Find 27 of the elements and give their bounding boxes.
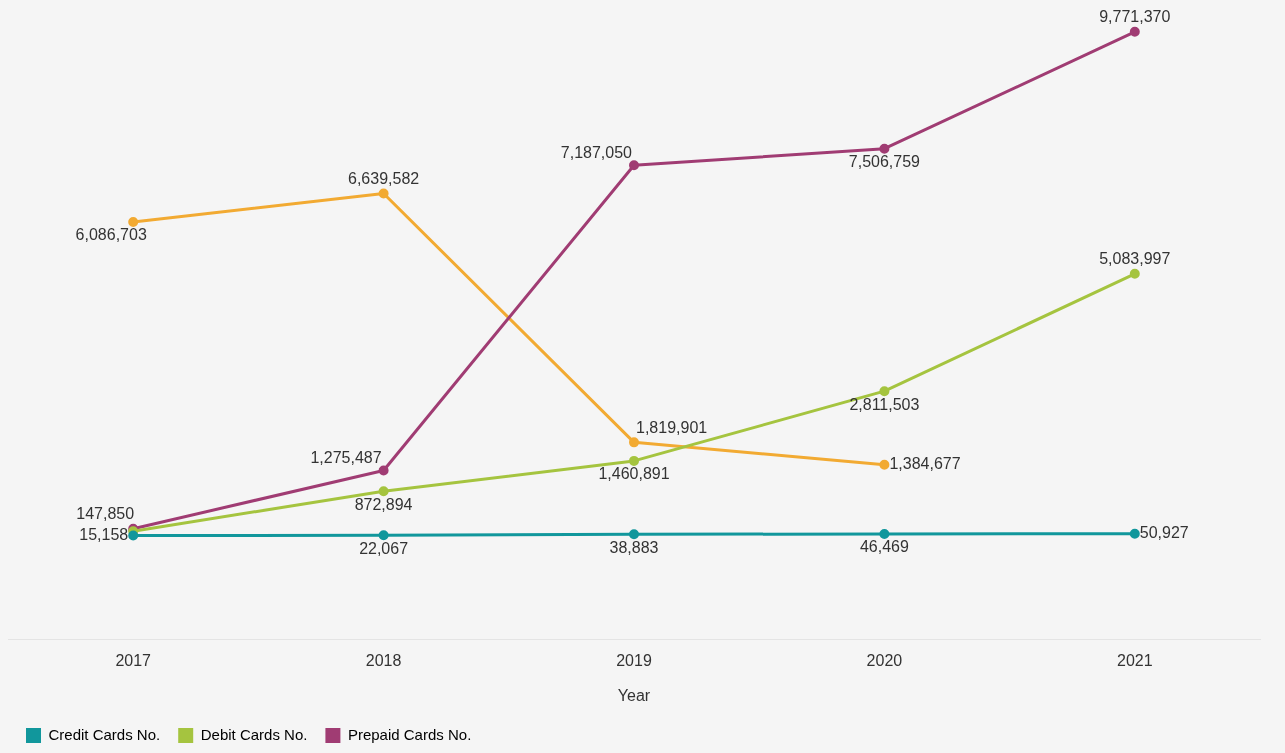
data-label: 2,811,503 xyxy=(849,395,920,413)
data-label: 46,469 xyxy=(859,538,909,556)
data-label: 1,819,901 xyxy=(636,418,708,436)
data-label: 5,083,997 xyxy=(1099,250,1171,268)
legend-label: Debit Cards No. xyxy=(200,725,308,743)
data-label: 22,067 xyxy=(359,539,409,557)
legend-label: Credit Cards No. xyxy=(48,725,161,743)
data-label: 872,894 xyxy=(354,495,413,513)
x-tick-label: 2021 xyxy=(1117,651,1153,669)
data-label: 1,460,891 xyxy=(598,465,670,483)
data-label: 147,850 xyxy=(76,505,135,523)
data-label: 6,639,582 xyxy=(348,169,420,187)
x-tick-label: 2018 xyxy=(365,651,402,669)
legend-label: Prepaid Cards No. xyxy=(347,725,472,743)
data-label: 7,187,050 xyxy=(560,143,633,161)
data-label: 9,771,370 xyxy=(1099,8,1171,26)
x-axis-title: Year xyxy=(617,686,651,704)
data-label: 1,384,677 xyxy=(889,455,961,473)
x-tick-label: 2017 xyxy=(115,651,152,669)
data-label: 1,275,487 xyxy=(310,448,382,466)
x-tick-label: 2020 xyxy=(866,651,903,669)
x-tick-label: 2019 xyxy=(616,651,652,669)
data-label: 38,883 xyxy=(609,538,659,556)
data-label: 15,158 xyxy=(79,525,129,543)
data-label: 50,927 xyxy=(1139,524,1189,542)
data-label: 6,086,703 xyxy=(75,226,147,244)
data-label: 7,506,759 xyxy=(848,153,921,171)
